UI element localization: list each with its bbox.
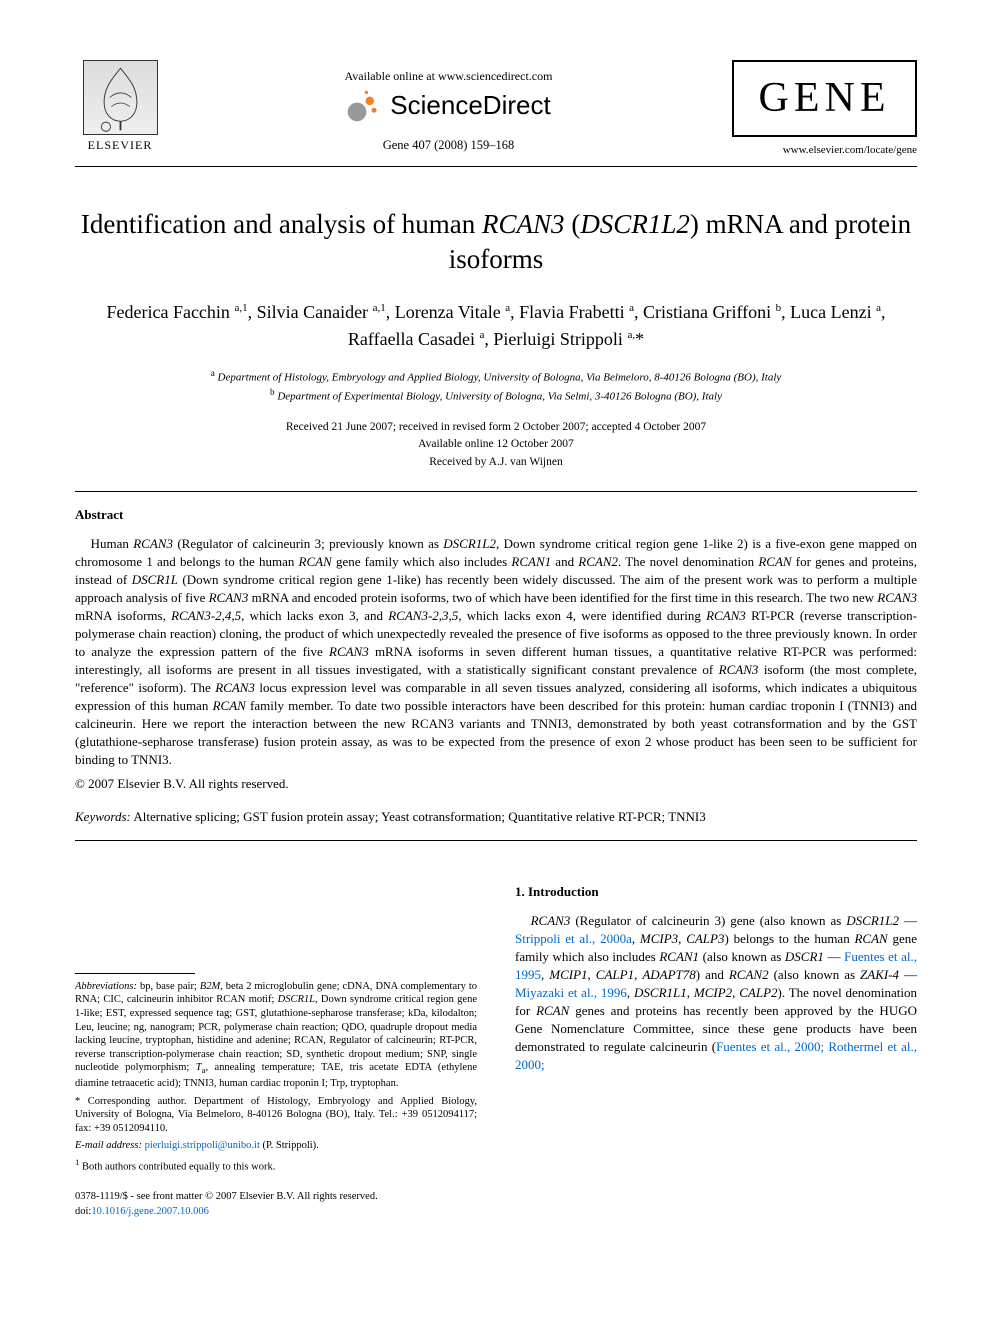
citation-line: Gene 407 (2008) 159–168 (165, 137, 732, 154)
keywords-text: Alternative splicing; GST fusion protein… (131, 809, 706, 824)
keywords: Keywords: Alternative splicing; GST fusi… (75, 808, 917, 826)
affiliations: a Department of Histology, Embryology an… (75, 367, 917, 405)
abstract-bottom-rule (75, 840, 917, 841)
left-column: Abbreviations: bp, base pair; B2M, beta … (75, 883, 477, 1220)
two-column-region: Abbreviations: bp, base pair; B2M, beta … (75, 883, 917, 1220)
introduction-heading: 1. Introduction (515, 883, 917, 901)
right-column: 1. Introduction RCAN3 (Regulator of calc… (515, 883, 917, 1220)
center-header: Available online at www.sciencedirect.co… (165, 60, 732, 154)
elsevier-logo-block: ELSEVIER (75, 60, 165, 153)
authors: Federica Facchin a,1, Silvia Canaider a,… (75, 299, 917, 353)
sciencedirect-icon (346, 89, 380, 123)
header-rule (75, 166, 917, 167)
page-container: ELSEVIER Available online at www.science… (0, 0, 992, 1270)
sciencedirect-logo: ScienceDirect (165, 88, 732, 123)
available-online-text: Available online at www.sciencedirect.co… (165, 68, 732, 84)
elsevier-tree-icon (83, 60, 158, 135)
corresponding-author-footnote: * Corresponding author. Department of Hi… (75, 1095, 477, 1136)
header-row: ELSEVIER Available online at www.science… (75, 60, 917, 158)
email-footnote: E-mail address: pierluigi.strippoli@unib… (75, 1139, 477, 1153)
page-footer: 0378-1119/$ - see front matter © 2007 El… (75, 1190, 477, 1219)
doi-line: doi:10.1016/j.gene.2007.10.006 (75, 1205, 477, 1220)
equal-contribution-footnote: 1 Both authors contributed equally to th… (75, 1157, 477, 1174)
sciencedirect-text: ScienceDirect (390, 88, 550, 123)
journal-url: www.elsevier.com/locate/gene (732, 143, 917, 158)
abbreviations-footnote: Abbreviations: bp, base pair; B2M, beta … (75, 980, 477, 1091)
abstract-top-rule (75, 491, 917, 492)
elsevier-label: ELSEVIER (75, 137, 165, 153)
abstract-copyright: © 2007 Elsevier B.V. All rights reserved… (75, 775, 917, 793)
doi-link[interactable]: 10.1016/j.gene.2007.10.006 (91, 1206, 209, 1217)
article-dates: Received 21 June 2007; received in revis… (75, 419, 917, 471)
introduction-body: RCAN3 (Regulator of calcineurin 3) gene … (515, 912, 917, 1073)
footnotes: Abbreviations: bp, base pair; B2M, beta … (75, 980, 477, 1175)
gene-logo: GENE (732, 60, 917, 137)
abstract-body: Human RCAN3 (Regulator of calcineurin 3;… (75, 535, 917, 768)
email-link[interactable]: pierluigi.strippoli@unibo.it (145, 1140, 260, 1151)
footnote-rule (75, 973, 195, 974)
journal-logo-block: GENE www.elsevier.com/locate/gene (732, 60, 917, 158)
keywords-label: Keywords: (75, 809, 131, 824)
article-title: Identification and analysis of human RCA… (75, 207, 917, 277)
front-matter-line: 0378-1119/$ - see front matter © 2007 El… (75, 1190, 477, 1205)
abstract-heading: Abstract (75, 506, 917, 524)
